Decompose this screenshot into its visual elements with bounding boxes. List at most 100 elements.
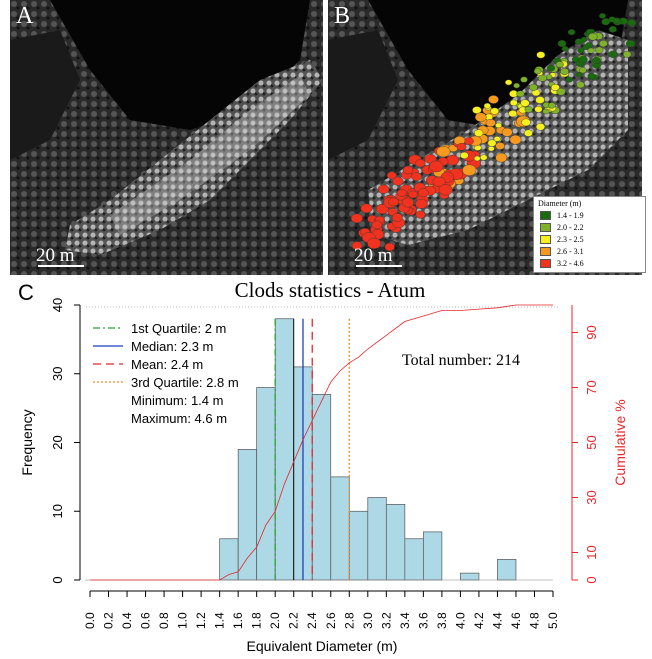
clod-marker xyxy=(587,47,595,54)
clod-marker xyxy=(578,55,588,64)
clod-marker xyxy=(474,112,487,122)
clod-marker xyxy=(367,237,382,250)
legend-title: Diameter (m) xyxy=(538,199,582,208)
clod-marker xyxy=(546,64,556,72)
clod-marker xyxy=(513,82,520,89)
histogram-bar xyxy=(497,559,517,581)
x-axis-label: Equivalent Diameter (m) xyxy=(247,638,398,654)
clod-marker xyxy=(509,99,518,107)
x-tick-label: 3.2 xyxy=(379,612,393,629)
clod-marker xyxy=(561,46,569,52)
clod-marker xyxy=(626,39,636,48)
clod-marker xyxy=(402,165,414,175)
clod-marker xyxy=(588,32,598,41)
y-tick-label: 20 xyxy=(50,435,65,449)
clod-marker xyxy=(487,145,495,152)
clod-marker xyxy=(505,79,513,86)
clod-marker xyxy=(415,198,428,209)
clod-marker xyxy=(463,137,474,146)
y2-tick-label: 30 xyxy=(584,490,599,504)
clod-marker xyxy=(474,129,484,137)
clod-marker xyxy=(360,203,373,214)
y-tick-label: 10 xyxy=(50,504,65,518)
x-tick-label: 2.8 xyxy=(342,612,356,629)
clod-marker xyxy=(350,213,363,224)
clod-marker xyxy=(495,122,502,129)
clod-marker xyxy=(534,106,543,113)
legend-swatch xyxy=(540,259,551,268)
clod-marker xyxy=(495,152,508,163)
clod-marker xyxy=(574,38,584,46)
clod-marker xyxy=(408,190,418,199)
y-tick-label: 30 xyxy=(50,367,65,381)
histogram-chart: Clods statistics - Atum 0 10 20 30 40 Frequenc… xyxy=(19,278,628,654)
x-tick-label: 1.8 xyxy=(250,612,264,629)
clod-marker xyxy=(575,71,583,78)
clod-marker xyxy=(542,108,550,115)
clod-marker xyxy=(396,188,407,197)
legend-swatch xyxy=(540,235,551,244)
y-tick-label: 40 xyxy=(50,298,65,312)
clod-marker xyxy=(560,67,569,75)
y2-tick-label: 90 xyxy=(584,325,599,339)
clod-marker xyxy=(459,151,469,159)
x-tick-label: 0.8 xyxy=(157,612,171,629)
clod-marker xyxy=(524,106,533,113)
clod-marker xyxy=(536,51,546,59)
x-tick-label: 2.2 xyxy=(287,612,301,629)
legend-label: 1.4 - 1.9 xyxy=(557,211,584,220)
clod-marker xyxy=(388,197,399,207)
x-tick-label: 4.6 xyxy=(509,612,523,629)
histogram-bar xyxy=(404,538,424,581)
clod-marker xyxy=(462,164,477,176)
chart-title: Clods statistics - Atum xyxy=(235,278,426,302)
clod-marker xyxy=(585,42,593,49)
legend-item: 1.4 - 1.9 xyxy=(540,211,584,220)
x-tick-label: 0.6 xyxy=(139,612,153,629)
clod-marker xyxy=(599,13,606,19)
histogram-bar xyxy=(348,510,369,581)
clod-marker xyxy=(592,57,601,65)
clod-marker xyxy=(555,61,564,68)
clod-marker xyxy=(535,123,546,131)
cumulative-line xyxy=(90,304,553,581)
clod-marker xyxy=(418,188,429,198)
panel-b-image: B 20 m xyxy=(328,0,642,275)
clod-marker xyxy=(557,40,567,48)
x-tick-label: 0.4 xyxy=(120,612,134,629)
clod-marker xyxy=(472,106,482,114)
x-tick-label: 3.8 xyxy=(435,612,449,629)
scale-bar-b xyxy=(356,265,402,267)
y2-tick-label: 10 xyxy=(584,545,599,559)
clod-marker xyxy=(627,19,636,27)
clod-marker xyxy=(495,142,505,150)
clod-marker xyxy=(401,197,415,208)
scale-bar-label-b: 20 m xyxy=(354,245,393,266)
clod-marker xyxy=(488,95,499,104)
clod-marker xyxy=(586,29,593,35)
clod-marker xyxy=(538,74,547,82)
x-tick-label: 1.6 xyxy=(231,612,245,629)
x-tick-label: 4.0 xyxy=(453,612,467,629)
panel-c-letter: C xyxy=(18,280,34,305)
legend-item: 2.3 - 2.5 xyxy=(540,235,584,244)
x-tick-label: 2.6 xyxy=(324,612,338,629)
x-tick-label: 1.4 xyxy=(213,612,227,629)
x-tick-label: 4.8 xyxy=(527,612,541,629)
clod-marker xyxy=(608,25,617,33)
legend-label: 2.6 - 3.1 xyxy=(557,247,584,256)
clod-marker xyxy=(535,96,545,104)
y2-tick-label: 70 xyxy=(584,380,599,394)
x-tick-label: 0.0 xyxy=(83,612,97,629)
clod-marker xyxy=(446,154,460,166)
x-tick-label: 4.4 xyxy=(490,612,504,629)
clod-marker xyxy=(415,210,426,219)
y2-tick-label: 0 xyxy=(584,576,599,583)
clod-marker xyxy=(577,47,585,54)
panel-a-letter: A xyxy=(16,3,34,29)
clod-marker xyxy=(520,76,528,83)
clod-marker xyxy=(391,213,403,222)
legend-entry: 1st Quartile: 2 m xyxy=(131,321,226,336)
clod-marker xyxy=(576,81,585,89)
total-number-annotation: Total number: 214 xyxy=(402,352,520,369)
